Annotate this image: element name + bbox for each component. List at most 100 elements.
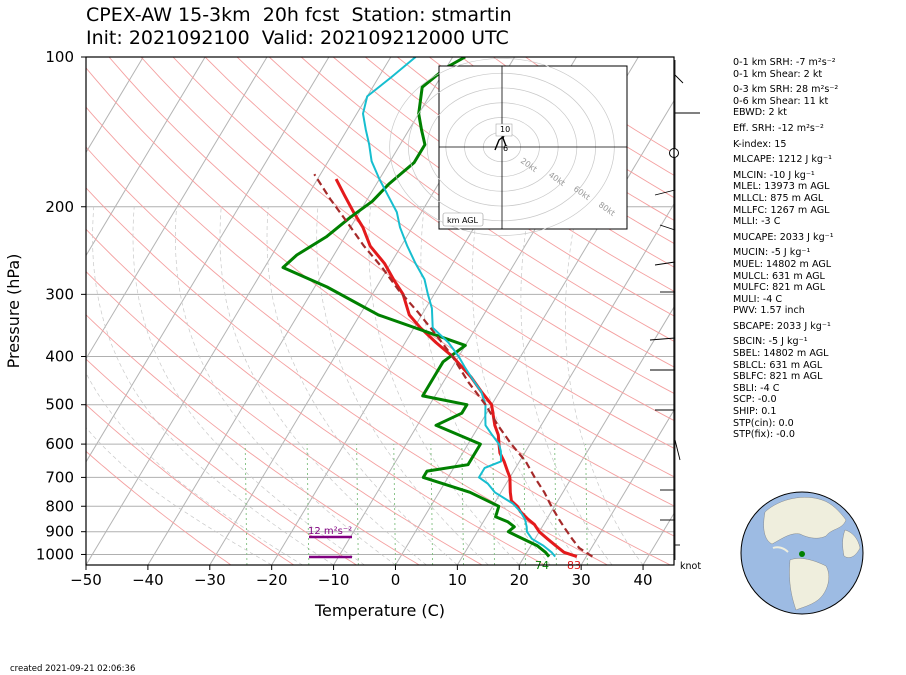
stat-line: 0-3 km SRH: 28 m²s⁻² — [733, 84, 839, 96]
stat-line: EBWD: 2 kt — [733, 107, 787, 119]
dry-adiabat — [365, 57, 674, 268]
dry-adiabat — [172, 57, 674, 421]
wind-barb — [654, 189, 676, 196]
dry-adiabat — [268, 57, 674, 342]
x-tick-label: 0 — [391, 571, 401, 589]
mixing-ratio-line — [430, 444, 434, 565]
x-tick-label: −10 — [318, 571, 350, 589]
stat-line: MULFC: 821 m AGL — [733, 282, 826, 294]
dry-adiabat — [86, 450, 232, 565]
isotherm-line — [86, 57, 144, 154]
moist-adiabat — [565, 206, 644, 565]
dry-adiabat — [300, 57, 674, 317]
mixing-ratio-line — [356, 444, 359, 565]
dry-adiabat — [236, 57, 674, 368]
stat-line: MLLFC: 1267 m AGL — [733, 204, 830, 216]
hodograph-height-label: 6 — [503, 144, 508, 153]
moist-adiabat — [175, 206, 396, 565]
dry-adiabat — [86, 403, 294, 565]
y-tick-label: 600 — [45, 435, 74, 453]
stat-line: MLLI: -3 C — [733, 216, 781, 228]
hodograph-label: km AGL — [447, 216, 479, 225]
moist-adiabat — [316, 206, 489, 565]
dry-adiabat — [140, 57, 674, 449]
mixing-ratio-line — [393, 444, 396, 565]
dry-adiabat — [86, 270, 483, 565]
stat-line: SBCAPE: 2033 J kg⁻¹ — [733, 320, 831, 332]
stat-line: STP(fix): -0.0 — [733, 429, 795, 441]
moist-adiabat — [219, 206, 427, 565]
stat-line: PWV: 1.57 inch — [733, 305, 805, 317]
x-tick-label: 30 — [572, 571, 591, 589]
parcel-profile-line — [313, 173, 594, 558]
moist-adiabat — [86, 372, 303, 565]
x-tick-label: 10 — [448, 571, 467, 589]
moist-adiabat — [132, 206, 365, 565]
stat-line: SBLI: -4 C — [733, 382, 780, 394]
x-tick-label: −20 — [256, 571, 288, 589]
stat-line: STP(cin): 0.0 — [733, 417, 794, 429]
stat-line: SBCIN: -5 J kg⁻¹ — [733, 336, 808, 348]
moist-adiabat — [520, 206, 613, 565]
stat-line: 0-1 km Shear: 2 kt — [733, 68, 823, 80]
isotherm-line — [86, 57, 330, 463]
stat-line: K-index: 15 — [733, 138, 787, 150]
dry-adiabat — [86, 314, 420, 565]
wind-barb — [659, 224, 676, 231]
isotherm-line — [518, 306, 674, 565]
stat-line: 0-1 km SRH: -7 m²s⁻² — [733, 57, 836, 68]
moist-adiabat — [471, 206, 582, 565]
dewpoint-profile-line — [281, 57, 551, 558]
created-timestamp: created 2021-09-21 02:06:36 — [10, 664, 136, 674]
isotherm-line — [86, 57, 392, 565]
hodograph-height-label: 10 — [500, 125, 510, 134]
dry-adiabat — [86, 228, 546, 565]
dry-adiabat — [86, 146, 671, 565]
stat-line: MLEL: 13973 m AGL — [733, 181, 830, 193]
isotherm-line — [456, 202, 674, 565]
stat-line: MUCAPE: 2033 J kg⁻¹ — [733, 231, 834, 243]
isotherm-line — [580, 409, 674, 565]
isotherm-line — [86, 57, 268, 360]
temperature-profile-line — [334, 178, 578, 559]
stat-line: MUCIN: -5 J kg⁻¹ — [733, 247, 811, 259]
mixing-ratio-line — [244, 444, 248, 565]
x-tick-label: 40 — [634, 571, 653, 589]
wind-barb — [674, 74, 684, 84]
dry-adiabat — [86, 67, 674, 507]
chart-title-line1: CPEX-AW 15-3km 20h fcst Station: stmarti… — [86, 4, 512, 26]
y-tick-label: 500 — [45, 396, 74, 414]
wind-barb — [654, 261, 676, 266]
moist-adiabat — [86, 427, 272, 565]
x-tick-label: −30 — [194, 571, 226, 589]
x-tick-label: 20 — [510, 571, 529, 589]
y-tick-label: 100 — [45, 48, 74, 66]
y-tick-label: 200 — [45, 198, 74, 216]
mixing-ratio-line — [523, 444, 526, 565]
plot-frame — [85, 56, 675, 566]
x-tick-label: −50 — [70, 571, 102, 589]
stat-line: MLCIN: -10 J kg⁻¹ — [733, 169, 815, 181]
stat-line: SCP: -0.0 — [733, 394, 777, 406]
mixing-ratio-line — [306, 444, 310, 565]
hodograph-height-box — [495, 123, 513, 137]
dry-adiabat — [332, 57, 674, 292]
stat-line: SHIP: 0.1 — [733, 406, 777, 418]
stat-line: Eff. SRH: -12 m²s⁻² — [733, 122, 824, 134]
wind-unit-label: knot — [680, 561, 701, 572]
isotherm-line — [395, 99, 674, 565]
stat-line: SBLFC: 821 m AGL — [733, 371, 823, 383]
y-tick-label: 800 — [45, 497, 74, 515]
y-tick-label: 400 — [45, 348, 74, 366]
stat-line: MUEL: 14802 m AGL — [733, 258, 832, 270]
wind-barb — [649, 337, 676, 341]
y-tick-label: 900 — [45, 523, 74, 541]
stat-line: MLCAPE: 1212 J kg⁻¹ — [733, 154, 832, 166]
wind-barb — [674, 439, 681, 461]
sounding-stats-panel: 0-1 km SRH: -7 m²s⁻² 0-1 km Shear: 2 kt 0-… — [733, 57, 903, 441]
mixing-ratio-line — [461, 444, 465, 565]
dry-adiabat — [86, 106, 674, 537]
x-tick-label: −40 — [132, 571, 164, 589]
